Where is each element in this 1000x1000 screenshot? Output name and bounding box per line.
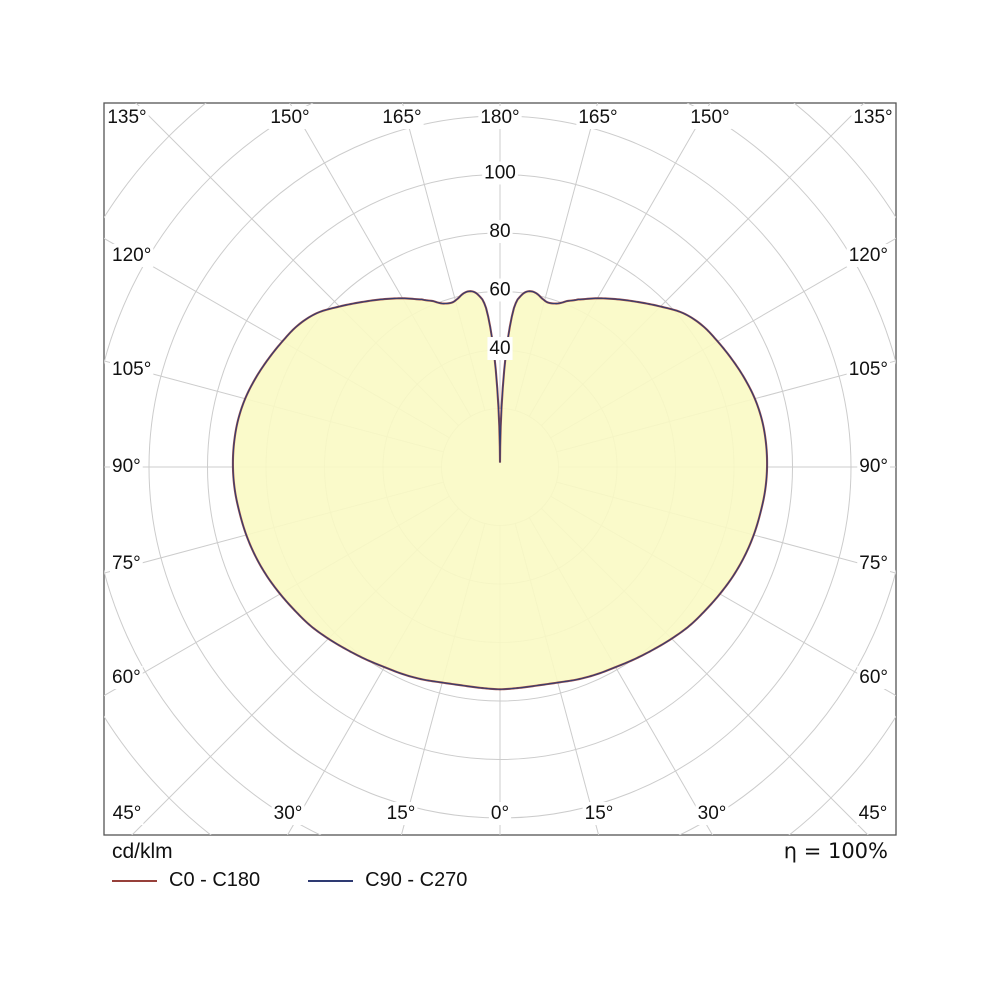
label-background [851,106,895,130]
chart-labels: 135° 150° 165° 180° 165° 150° 135° 45° 30° 15° 0° 1… [105,106,895,826]
angle-label-right: 60° [859,667,888,688]
angle-label-top: 165° [382,107,421,128]
label-background [478,106,522,130]
radial-value-label: 60 [489,280,510,301]
label-background [688,106,732,130]
angle-label-top: 150° [690,107,729,128]
label-background [271,802,305,826]
legend-label-c90-c270: C90 - C270 [365,869,468,891]
legend-item-c90-c270: C90 - C270 [308,869,467,892]
distribution-curves [231,290,769,691]
angle-label-bottom: 15° [387,803,416,824]
angle-label-bottom: 30° [698,803,727,824]
angle-label-right: 90° [859,456,888,477]
label-background [846,244,890,268]
angle-label-bottom: 45° [859,803,888,824]
angle-label-top: 150° [270,107,309,128]
legend-label-c0-c180: C0 - C180 [169,869,261,891]
label-background [110,666,143,690]
label-background [110,455,143,479]
label-background [582,802,616,826]
angle-label-top: 165° [578,107,617,128]
radial-value-label: 100 [484,163,516,184]
label-background [576,106,620,130]
angle-label-right: 105° [849,359,888,380]
angle-label-left: 105° [112,359,151,380]
efficiency-label: η = 100% [783,839,888,863]
angle-label-right: 75° [859,553,888,574]
label-background [110,358,154,382]
label-background [857,552,890,576]
angle-label-bottom: 30° [274,803,303,824]
legend-line-c0-c180-icon [112,879,157,882]
label-background [846,358,890,382]
label-background [110,802,144,826]
angle-label-bottom: 0° [491,803,509,824]
unit-label: cd/klm [112,840,173,863]
angle-label-bottom: 15° [585,803,614,824]
angle-label-left: 75° [112,553,141,574]
label-background [856,802,890,826]
label-background [268,106,312,130]
label-background [857,666,890,690]
label-background [487,220,513,244]
label-background [110,244,154,268]
label-background [695,802,729,826]
legend-line-c90-c270-icon [308,879,354,882]
radial-value-label: 40 [489,338,510,359]
angle-label-left: 90° [112,456,141,477]
angle-label-left: 120° [112,245,151,266]
label-background [384,802,418,826]
angle-label-top: 135° [853,107,892,128]
label-background [857,455,890,479]
angle-label-top: 135° [107,107,146,128]
legend-item-c0-c180: C0 - C180 [112,869,260,892]
label-background [488,802,512,826]
curve-c90-c270 [232,290,768,690]
label-background [487,278,513,302]
angle-label-left: 60° [112,667,141,688]
legend: C0 - C180 C90 - C270 [112,869,515,892]
label-background [110,552,143,576]
radial-value-label: 80 [489,221,510,242]
label-background [380,106,424,130]
label-background [105,106,149,130]
label-background [487,337,513,361]
angle-label-top: 180° [480,107,519,128]
angle-label-right: 120° [849,245,888,266]
label-background [482,161,518,185]
angle-label-bottom: 45° [113,803,142,824]
